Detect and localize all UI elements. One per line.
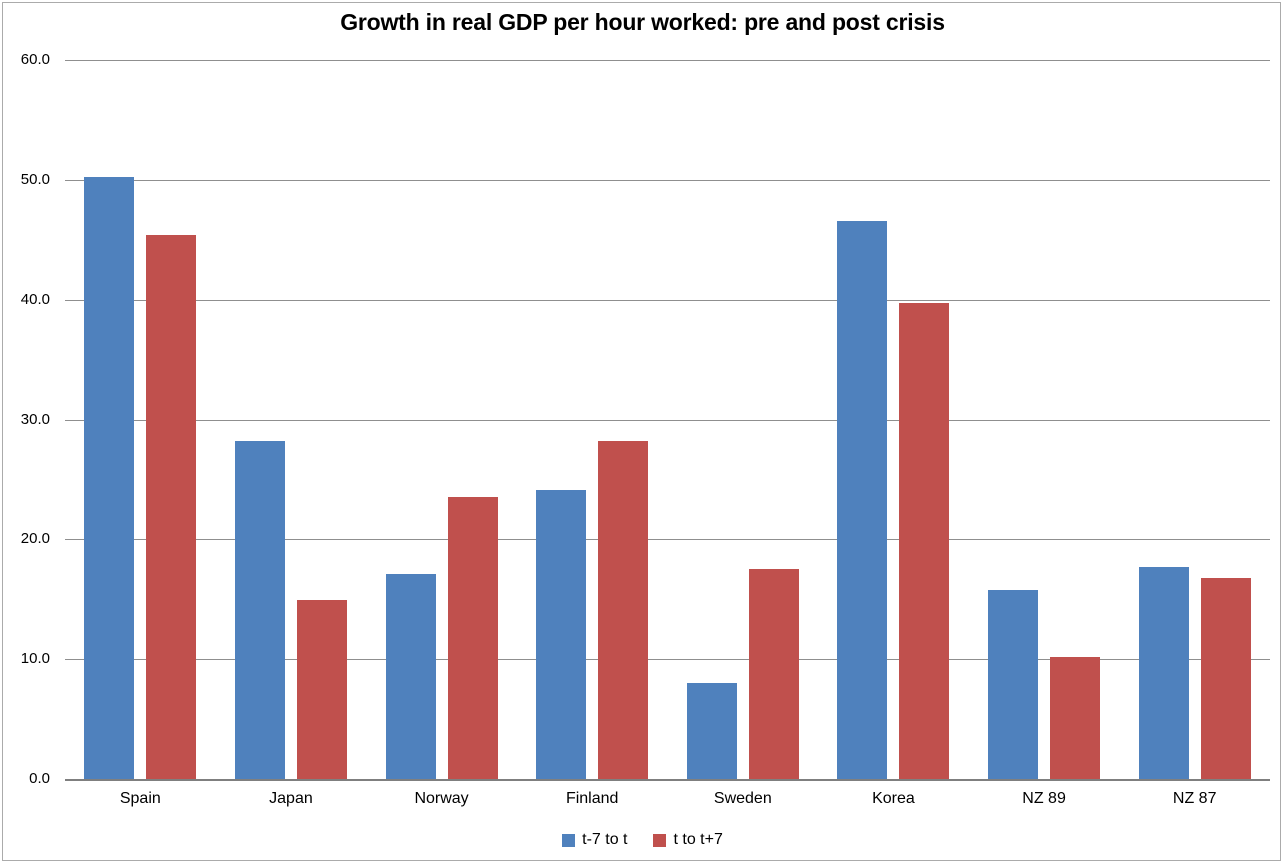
- gridline-10: [65, 659, 1270, 661]
- bar-korea-series-1: [899, 303, 950, 779]
- bar-sweden-series-1: [748, 569, 799, 779]
- gridline-50: [65, 179, 1270, 181]
- x-category-label-korea: Korea: [872, 790, 915, 807]
- x-category-label-sweden: Sweden: [713, 790, 772, 807]
- bar-nz-87-series-0: [1138, 566, 1189, 779]
- legend-swatch-icon: [562, 833, 576, 847]
- bar-japan-series-1: [296, 600, 347, 779]
- bar-norway-series-0: [385, 574, 436, 779]
- plot-area: [65, 60, 1270, 781]
- legend-item-1: t to t+7: [653, 831, 723, 849]
- legend-item-0: t-7 to t: [562, 831, 627, 849]
- gridline-20: [65, 539, 1270, 541]
- y-tick-label-60.0: 60.0: [20, 51, 50, 68]
- x-category-label-nz-89: NZ 89: [1022, 790, 1066, 807]
- bar-finland-series-1: [598, 441, 649, 779]
- gridline-40: [65, 299, 1270, 301]
- bar-finland-series-0: [536, 490, 587, 779]
- legend-label: t to t+7: [673, 831, 723, 848]
- bar-japan-series-0: [234, 441, 285, 779]
- x-category-label-norway: Norway: [414, 790, 469, 807]
- bar-spain-series-0: [84, 177, 135, 779]
- bar-nz-89-series-0: [988, 589, 1039, 779]
- gridline-60: [65, 60, 1270, 61]
- x-category-label-spain: Spain: [119, 790, 161, 807]
- x-category-label-finland: Finland: [565, 790, 619, 807]
- legend-swatch-icon: [653, 833, 667, 847]
- bar-korea-series-0: [837, 220, 888, 779]
- x-category-label-nz-87: NZ 87: [1172, 790, 1217, 807]
- y-tick-label-20.0: 20.0: [20, 530, 50, 548]
- y-tick-label-40.0: 40.0: [20, 290, 50, 308]
- bar-spain-series-1: [146, 234, 197, 779]
- gridline-30: [65, 419, 1270, 421]
- legend-label: t-7 to t: [582, 831, 628, 848]
- legend: t-7 to t t to t+7: [0, 831, 1285, 849]
- y-tick-label-50.0: 50.0: [20, 170, 50, 188]
- y-tick-label-0.0: 0.0: [29, 770, 50, 787]
- y-tick-label-30.0: 30.0: [20, 410, 50, 428]
- x-category-label-japan: Japan: [269, 790, 313, 807]
- y-tick-label-10.0: 10.0: [20, 650, 50, 668]
- chart-title: Growth in real GDP per hour worked: pre …: [340, 9, 945, 35]
- bar-norway-series-1: [447, 497, 498, 779]
- bar-sweden-series-0: [686, 683, 737, 779]
- bar-nz-89-series-1: [1050, 656, 1101, 779]
- bar-nz-87-series-1: [1200, 577, 1251, 779]
